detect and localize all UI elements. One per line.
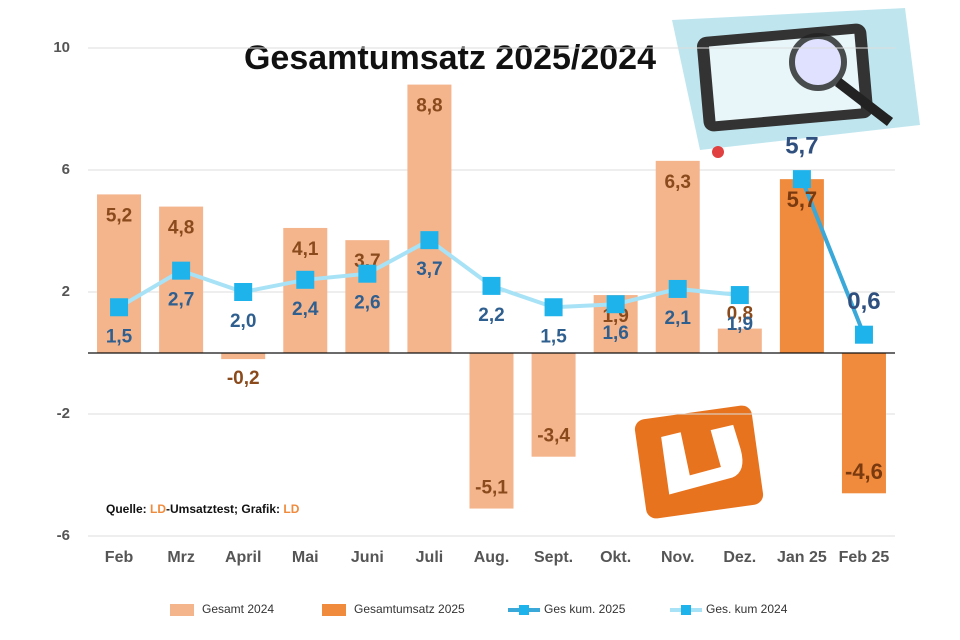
bar	[469, 353, 514, 509]
x-tick-label: Jan 25	[777, 549, 827, 566]
bar	[283, 227, 328, 353]
y-tick-label: 10	[53, 39, 70, 56]
y-tick-label: -6	[57, 527, 70, 544]
legend-swatch	[322, 604, 346, 616]
x-tick-label: Sept.	[534, 549, 573, 566]
bar-value-label: -4,6	[845, 459, 883, 484]
legend-swatch	[170, 604, 194, 616]
x-tick-label: April	[225, 549, 261, 566]
x-tick-label: Okt.	[600, 549, 631, 566]
bar-value-label: -3,4	[537, 426, 570, 447]
legend-label: Gesamtumsatz 2025	[354, 602, 465, 616]
bar	[407, 84, 452, 353]
line-value-label: 2,4	[292, 299, 319, 320]
y-tick-label: 6	[62, 161, 70, 178]
line-value-label: 2,7	[168, 290, 194, 311]
line-value-label: 1,6	[602, 323, 628, 344]
line-marker	[730, 286, 749, 305]
bar-value-label: 8,8	[416, 96, 442, 117]
bar-value-label: -5,1	[475, 478, 508, 499]
bar	[655, 160, 700, 353]
line-marker	[606, 295, 625, 314]
y-tick-label: -2	[57, 405, 70, 422]
bar-value-label: 0,8	[727, 304, 753, 325]
legend-label: Ges. kum 2024	[706, 602, 788, 616]
chart-title: Gesamtumsatz 2025/2024	[244, 39, 656, 77]
x-tick-label: Feb	[105, 549, 134, 566]
x-tick-label: Mai	[292, 549, 319, 566]
bar	[345, 240, 390, 353]
line-value-label: 1,9	[727, 314, 753, 335]
source-part: LD	[283, 502, 299, 516]
line-marker	[296, 270, 315, 289]
source-part: LD	[150, 502, 166, 516]
line-value-label: 3,7	[416, 259, 442, 280]
line-marker	[358, 264, 377, 283]
bar	[531, 353, 576, 457]
source-note: Quelle: LD-Umsatztest; Grafik: LD	[106, 502, 300, 516]
line-value-label: 0,6	[847, 288, 880, 315]
line-value-label: 5,7	[785, 132, 818, 159]
line-value-label: 2,2	[478, 305, 504, 326]
x-tick-label: Aug.	[474, 549, 510, 566]
bar-value-label: 5,2	[106, 205, 132, 226]
legend-swatch	[681, 605, 691, 615]
source-part: -Umsatztest; Grafik:	[166, 502, 283, 516]
bar-value-label: 4,1	[292, 239, 319, 260]
line-marker	[234, 283, 253, 301]
bar	[841, 353, 886, 494]
line-marker	[420, 231, 439, 250]
y-tick-label: 2	[62, 283, 70, 300]
x-tick-label: Juli	[416, 549, 444, 566]
x-tick-label: Juni	[351, 549, 384, 566]
x-tick-label: Mrz	[167, 549, 195, 566]
line-marker	[854, 325, 873, 344]
bar	[97, 194, 142, 353]
line-marker	[544, 298, 563, 317]
line-value-label: 2,0	[230, 311, 256, 332]
x-tick-label: Feb 25	[839, 549, 890, 566]
line-value-label: 1,5	[106, 326, 133, 347]
line-value-label: 1,5	[540, 326, 567, 347]
line-value-label: 2,6	[354, 293, 380, 314]
bar-value-label: 6,3	[665, 172, 691, 193]
legend-label: Ges kum. 2025	[544, 602, 626, 616]
bar-value-label: -0,2	[227, 368, 260, 389]
line-value-label: 2,1	[665, 308, 692, 329]
bar	[779, 179, 824, 353]
bar-value-label: 4,8	[168, 218, 194, 239]
legend-swatch	[519, 605, 529, 615]
line-marker	[110, 298, 129, 317]
line	[800, 178, 866, 336]
bar-value-label: 5,7	[787, 187, 818, 212]
bars	[97, 84, 886, 509]
decor-shop-graphic	[672, 8, 920, 158]
source-part: Quelle:	[106, 502, 150, 516]
x-tick-label: Dez.	[723, 549, 756, 566]
decor-ld-logo	[634, 405, 764, 519]
line-marker	[668, 279, 687, 298]
bar	[221, 353, 266, 360]
line-marker	[172, 261, 191, 280]
x-tick-label: Nov.	[661, 549, 694, 566]
line-marker	[482, 276, 501, 295]
bar	[717, 328, 762, 353]
line-marker	[792, 170, 811, 189]
legend-label: Gesamt 2024	[202, 602, 274, 616]
